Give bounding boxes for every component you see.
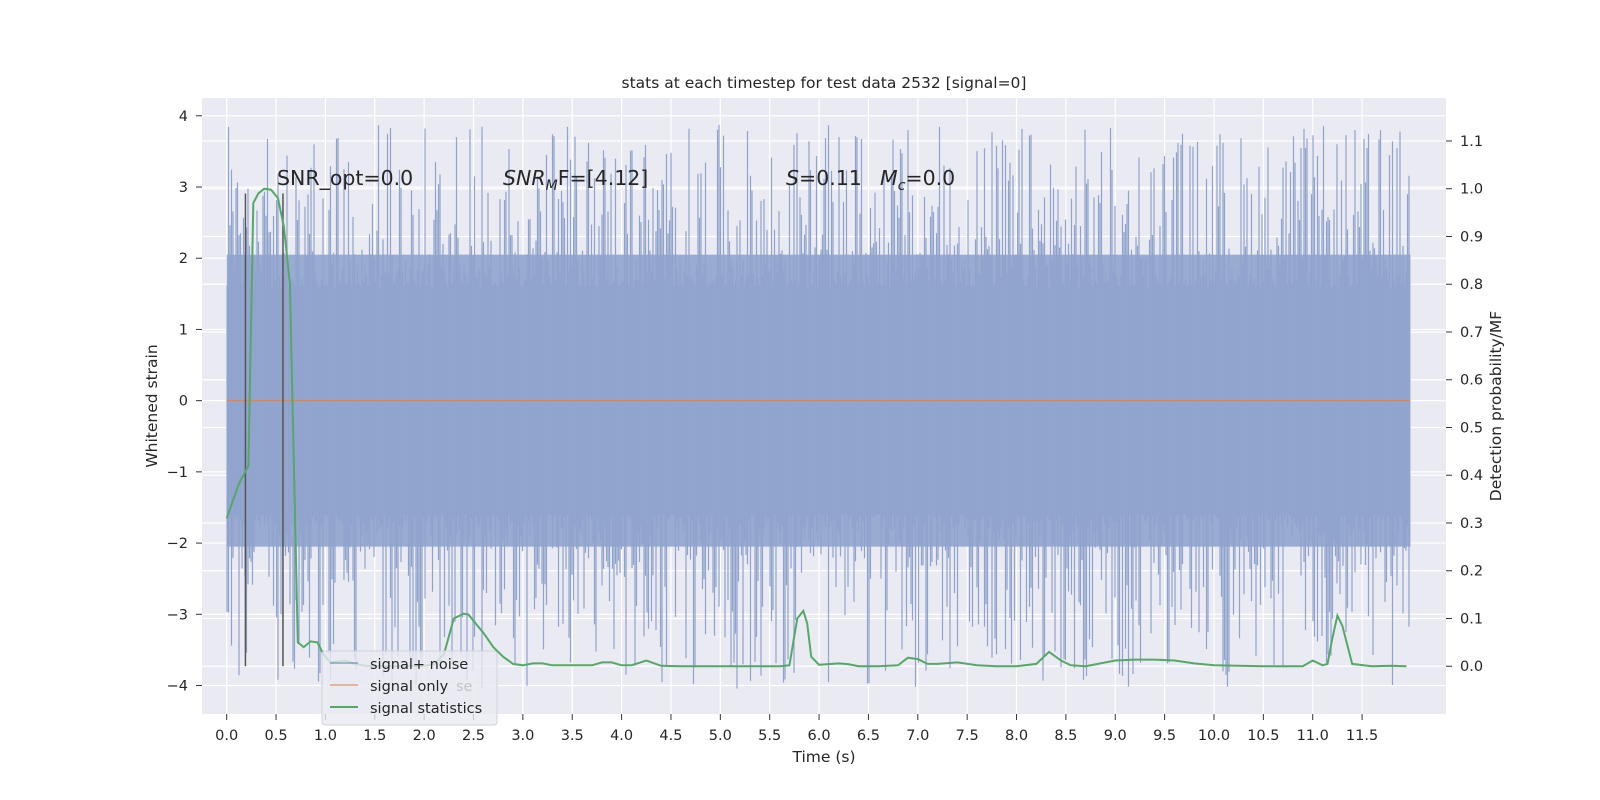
annotation-snr-mf: SNRMF=[4.12] — [503, 166, 648, 194]
mc-value: =0.0 — [905, 166, 955, 190]
y-right-tick-label: 1.1 — [1460, 134, 1483, 150]
snr-mf-sub: M — [546, 178, 558, 194]
y-right-tick-label: 1.0 — [1460, 182, 1483, 198]
y-right-tick-label: 0.0 — [1460, 659, 1483, 675]
y-left-tick-label: −4 — [167, 679, 188, 695]
annotation-mc: Mc=0.0 — [880, 166, 955, 194]
y-left-tick-label: 1 — [179, 322, 188, 338]
x-tick-label: 11.5 — [1346, 728, 1378, 744]
x-tick-label: 6.0 — [808, 728, 831, 744]
y-left-tick-label: −1 — [167, 465, 188, 481]
y-right-tick-label: 0.8 — [1460, 277, 1483, 293]
legend-ghost-text: se — [456, 679, 473, 695]
x-tick-label: 1.0 — [314, 728, 337, 744]
x-tick-label: 4.5 — [659, 728, 682, 744]
x-tick-label: 0.0 — [215, 728, 238, 744]
x-tick-label: 2.5 — [462, 728, 485, 744]
x-tick-label: 4.0 — [610, 728, 633, 744]
legend-box — [321, 650, 498, 726]
y-left-tick-label: 3 — [179, 180, 188, 196]
x-tick-label: 3.0 — [511, 728, 534, 744]
x-tick-label: 6.5 — [857, 728, 880, 744]
y-axis-left-ticks: −4 −3 −2 −1 0 1 2 3 4 — [167, 109, 202, 695]
vertical-markers — [244, 193, 284, 667]
y-right-tick-label: 0.4 — [1460, 468, 1483, 484]
legend-label-noise: signal+ noise — [370, 657, 468, 673]
x-tick-label: 7.0 — [906, 728, 929, 744]
y-axis-left-label: Whitened strain — [143, 344, 161, 467]
snr-mf-base: SNR — [503, 166, 546, 190]
x-tick-label: 10.0 — [1198, 728, 1230, 744]
s-label: S — [786, 166, 799, 190]
x-tick-label: 9.5 — [1153, 728, 1176, 744]
x-tick-label: 1.5 — [363, 728, 386, 744]
x-tick-label: 5.0 — [709, 728, 732, 744]
x-axis-ticks: 0.0 0.5 1.0 1.5 2.0 2.5 3.0 3.5 4.0 4.5 5.0 5.5 6.0 6… — [215, 714, 1378, 744]
annotation-snr-opt: SNR_opt=0.0 — [277, 166, 413, 191]
x-tick-label: 8.0 — [1005, 728, 1028, 744]
y-right-tick-label: 0.1 — [1460, 611, 1483, 627]
y-left-tick-label: −3 — [167, 607, 188, 623]
x-tick-label: 5.5 — [758, 728, 781, 744]
legend-label-statistics: signal statistics — [370, 701, 482, 717]
y-right-tick-label: 0.6 — [1460, 373, 1483, 389]
y-axis-right-label: Detection probability/MF — [1487, 311, 1505, 502]
y-right-tick-label: 0.3 — [1460, 516, 1483, 532]
y-left-tick-label: 2 — [179, 251, 188, 267]
x-tick-label: 9.0 — [1104, 728, 1127, 744]
x-tick-label: 11.0 — [1297, 728, 1329, 744]
x-axis-label: Time (s) — [791, 748, 855, 766]
x-tick-label: 8.5 — [1054, 728, 1077, 744]
chart-title: stats at each timestep for test data 253… — [622, 74, 1027, 92]
y-right-tick-label: 0.2 — [1460, 564, 1483, 580]
x-tick-label: 2.0 — [413, 728, 436, 744]
y-right-tick-label: 0.7 — [1460, 325, 1483, 341]
mc-sub: c — [898, 178, 906, 194]
y-axis-right-ticks: 0.0 0.1 0.2 0.3 0.4 0.5 0.6 0.7 0.8 0.9 1.0 1.1 — [1446, 134, 1483, 675]
legend-label-signal-only: signal only — [370, 679, 449, 695]
annotation-s: S=0.11 — [786, 166, 862, 190]
legend: se signal+ noise signal only signal stat… — [321, 650, 498, 726]
y-right-tick-label: 0.5 — [1460, 420, 1483, 436]
mc-label: M — [880, 166, 898, 190]
snr-mf-rest: F=[4.12] — [558, 166, 649, 190]
y-left-tick-label: 0 — [179, 394, 188, 410]
y-left-tick-label: 4 — [179, 109, 188, 125]
x-tick-label: 10.5 — [1247, 728, 1279, 744]
y-right-tick-label: 0.9 — [1460, 229, 1483, 245]
noise-trace — [226, 124, 1410, 690]
y-left-tick-label: −2 — [167, 536, 188, 552]
s-value: =0.11 — [799, 166, 862, 190]
x-tick-label: 7.5 — [956, 728, 979, 744]
x-tick-label: 0.5 — [265, 728, 288, 744]
x-tick-label: 3.5 — [561, 728, 584, 744]
